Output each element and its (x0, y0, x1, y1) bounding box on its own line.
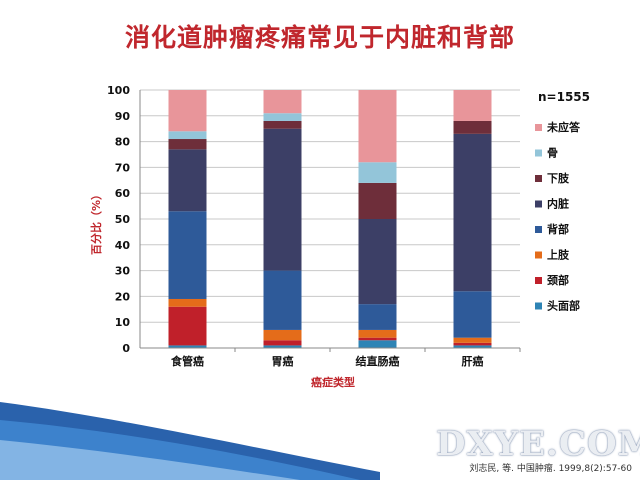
bar-segment (168, 90, 207, 132)
chart-title: 消化道肿瘤疼痛常见于内脏和背部 (124, 23, 515, 52)
x-tick-label: 胃癌 (272, 354, 294, 368)
y-tick-label: 40 (115, 239, 131, 252)
bar-segment (263, 90, 302, 114)
x-tick-label: 食管癌 (171, 354, 204, 368)
y-tick-labels: 0 10 20 30 40 50 60 70 80 90 100 (107, 84, 130, 355)
bar-segment (358, 219, 397, 305)
bar-segment (263, 120, 302, 129)
legend-swatch (535, 200, 542, 208)
bar-segment (358, 90, 397, 163)
bar-segment (263, 270, 302, 330)
source-citation: 刘志民, 等. 中国肿瘤. 1999,8(2):57-60 (469, 464, 632, 474)
bar-segment (453, 345, 492, 348)
bar-segment (453, 133, 492, 292)
bar-segment (263, 345, 302, 348)
bar-segment (358, 337, 397, 341)
bar-segment (358, 162, 397, 183)
bar-segment (358, 329, 397, 338)
legend-swatch (535, 149, 542, 157)
bar-segment (453, 90, 492, 121)
legend-label: 颈部 (547, 273, 569, 287)
y-axis-label: 百分比（%） (89, 189, 103, 255)
bar-segment (358, 304, 397, 330)
sample-size-annotation: n=1555 (538, 90, 590, 104)
legend-swatch (535, 251, 542, 259)
bar-segment (263, 329, 302, 341)
axes (139, 90, 521, 352)
legend-label: 上肢 (547, 248, 570, 262)
legend-swatch (535, 302, 542, 310)
legend-label: 内脏 (547, 197, 569, 211)
bar-segment (168, 306, 207, 346)
legend-swatch (535, 175, 542, 182)
bar-segment (453, 342, 492, 346)
bar-segment (263, 113, 302, 121)
bar-segment (168, 298, 207, 307)
x-tick-label: 结直肠癌 (355, 354, 400, 368)
x-tick-label: 肝癌 (462, 354, 484, 368)
bar-segment (168, 131, 207, 140)
bar-segment (453, 120, 492, 134)
bar-segment (358, 340, 397, 348)
y-tick-label: 90 (115, 110, 131, 123)
y-tick-label: 20 (115, 290, 131, 303)
bar-segment (358, 182, 397, 219)
bar-segment (168, 211, 207, 299)
y-tick-label: 50 (115, 213, 131, 226)
bar-segment (453, 337, 492, 343)
legend-swatch (535, 277, 542, 284)
legend-label: 未应答 (546, 120, 581, 134)
legend-label: 骨 (547, 147, 558, 160)
legend-label: 背部 (547, 222, 569, 236)
legend-label: 下肢 (547, 171, 570, 185)
y-tick-label: 30 (115, 265, 131, 278)
y-tick-label: 10 (115, 316, 131, 329)
bar-segment (168, 345, 207, 348)
y-tick-label: 80 (115, 136, 131, 149)
bars (168, 90, 492, 348)
x-tick-labels: 食管癌 胃癌 结直肠癌 肝癌 (171, 354, 484, 368)
legend-swatch (535, 226, 542, 233)
x-axis-label: 癌症类型 (311, 375, 355, 389)
y-tick-label: 60 (115, 187, 131, 200)
y-tick-label: 100 (107, 84, 130, 97)
bar-segment (453, 291, 492, 338)
bar-segment (168, 149, 207, 212)
bar-segment (263, 340, 302, 346)
y-tick-label: 0 (122, 342, 130, 355)
y-tick-label: 70 (115, 161, 131, 174)
legend-swatch (535, 124, 542, 131)
bar-segment (168, 139, 207, 150)
bar-segment (263, 128, 302, 271)
legend-label: 头面部 (547, 299, 580, 313)
watermark: DXYE.COM (436, 424, 640, 464)
